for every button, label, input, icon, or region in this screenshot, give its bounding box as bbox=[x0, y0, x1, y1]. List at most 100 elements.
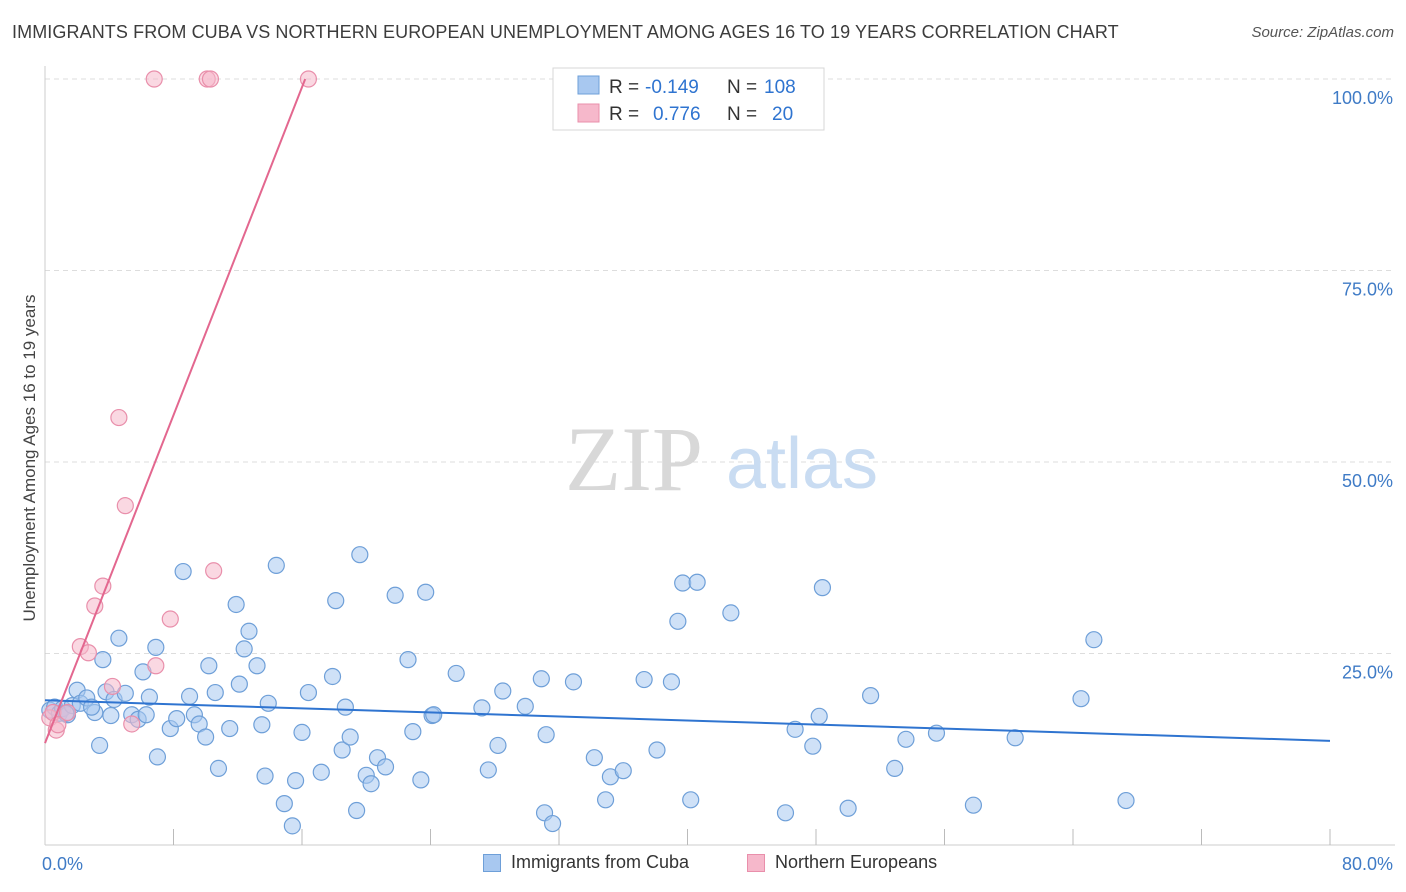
data-point bbox=[240, 622, 258, 640]
data-point bbox=[253, 716, 271, 734]
data-point bbox=[417, 583, 435, 601]
data-point bbox=[386, 586, 404, 604]
data-point bbox=[333, 741, 351, 759]
legend-label-immigrants-from-cuba: Immigrants from Cuba bbox=[511, 852, 690, 872]
legend-n-value-pink: 20 bbox=[772, 104, 793, 125]
data-point bbox=[336, 698, 354, 716]
legend-r-value-pink: 0.776 bbox=[653, 104, 701, 125]
data-point bbox=[786, 720, 804, 738]
data-point bbox=[532, 670, 550, 688]
y-tick-label: 50.0% bbox=[1342, 471, 1393, 491]
data-point bbox=[103, 677, 122, 696]
data-point bbox=[585, 749, 603, 767]
data-point bbox=[148, 748, 167, 766]
data-point bbox=[479, 761, 497, 779]
data-point bbox=[648, 741, 666, 759]
data-point bbox=[399, 651, 417, 669]
trendline bbox=[44, 699, 1331, 742]
legend-label-northern-europeans: Northern Europeans bbox=[775, 852, 938, 872]
data-point bbox=[674, 574, 692, 592]
data-point bbox=[180, 687, 199, 705]
legend-r-value-blue: -0.149 bbox=[645, 77, 699, 98]
data-point bbox=[351, 546, 369, 564]
data-point bbox=[293, 723, 311, 741]
data-point bbox=[348, 801, 366, 820]
legend-n-label-blue: N = bbox=[727, 77, 757, 98]
data-point bbox=[473, 699, 491, 717]
data-point bbox=[259, 694, 277, 712]
legend-swatch-pink bbox=[577, 103, 600, 123]
data-point bbox=[123, 715, 141, 733]
legend-item-northern-europeans[interactable]: Northern Europeans bbox=[747, 852, 937, 873]
data-point bbox=[341, 728, 359, 746]
y-tick-label: 100.0% bbox=[1332, 88, 1393, 108]
legend-n-value-blue: 108 bbox=[764, 77, 796, 98]
data-point bbox=[227, 595, 245, 614]
data-point bbox=[688, 573, 706, 591]
data-point bbox=[145, 70, 163, 88]
data-point bbox=[776, 804, 795, 822]
data-point bbox=[897, 730, 915, 748]
data-point bbox=[614, 762, 632, 780]
legend-r-label-blue: R = bbox=[609, 77, 639, 98]
data-point bbox=[839, 799, 857, 817]
x-tick-label: 80.0% bbox=[1342, 854, 1393, 874]
data-point bbox=[299, 683, 318, 702]
data-point bbox=[209, 759, 228, 778]
chart-title: IMMIGRANTS FROM CUBA VS NORTHERN EUROPEA… bbox=[12, 22, 1119, 42]
watermark-zip: ZIP bbox=[565, 408, 703, 510]
gridlines bbox=[45, 78, 1395, 654]
data-point bbox=[140, 688, 159, 706]
trendlines bbox=[44, 78, 1331, 744]
y-tick-label: 75.0% bbox=[1342, 280, 1393, 300]
data-point bbox=[810, 707, 828, 725]
data-point bbox=[1085, 631, 1103, 649]
x-tick-label: 0.0% bbox=[42, 854, 83, 874]
correlation-legend: R = -0.149 N = 108 R = 0.776 N = 20 bbox=[552, 67, 825, 131]
data-point bbox=[412, 771, 430, 789]
data-point bbox=[235, 640, 253, 658]
data-point bbox=[323, 667, 342, 686]
data-point bbox=[94, 651, 112, 669]
series-immigrants-from-cuba bbox=[41, 546, 1135, 835]
source-label: Source: ZipAtlas.com bbox=[1251, 24, 1394, 41]
data-point bbox=[722, 604, 740, 622]
data-point bbox=[91, 736, 109, 755]
data-point bbox=[200, 657, 218, 675]
legend-r-label-pink: R = bbox=[609, 104, 639, 125]
series-northern-europeans bbox=[41, 70, 318, 739]
data-point bbox=[283, 817, 301, 835]
data-point bbox=[116, 497, 134, 515]
data-point bbox=[1006, 729, 1024, 747]
legend-swatch-northern-europeans bbox=[747, 853, 765, 872]
data-point bbox=[82, 698, 101, 716]
data-point bbox=[275, 795, 293, 813]
data-point bbox=[596, 791, 615, 809]
data-point bbox=[489, 736, 507, 755]
data-point bbox=[102, 706, 120, 725]
legend-swatch-blue bbox=[577, 75, 600, 95]
data-point bbox=[447, 664, 465, 683]
tick-labels: 25.0% 50.0% 75.0% 100.0% 0.0% 80.0% bbox=[42, 88, 1393, 874]
legend-item-immigrants-from-cuba[interactable]: Immigrants from Cuba bbox=[483, 852, 689, 873]
data-point bbox=[197, 728, 215, 746]
data-point bbox=[58, 703, 77, 722]
data-point bbox=[248, 657, 266, 675]
data-point bbox=[516, 697, 534, 715]
data-point bbox=[1072, 690, 1090, 708]
data-point bbox=[201, 70, 220, 88]
data-point bbox=[205, 562, 223, 580]
data-point bbox=[362, 775, 380, 793]
data-point bbox=[425, 706, 443, 724]
data-point bbox=[669, 612, 687, 630]
data-point bbox=[682, 791, 700, 809]
data-point bbox=[161, 610, 179, 628]
data-point bbox=[137, 706, 155, 724]
data-point bbox=[286, 772, 305, 790]
legend-swatch-immigrants-from-cuba bbox=[483, 853, 501, 872]
data-point bbox=[635, 670, 653, 689]
data-point bbox=[543, 814, 562, 833]
data-point bbox=[267, 556, 285, 575]
data-point bbox=[804, 737, 822, 755]
